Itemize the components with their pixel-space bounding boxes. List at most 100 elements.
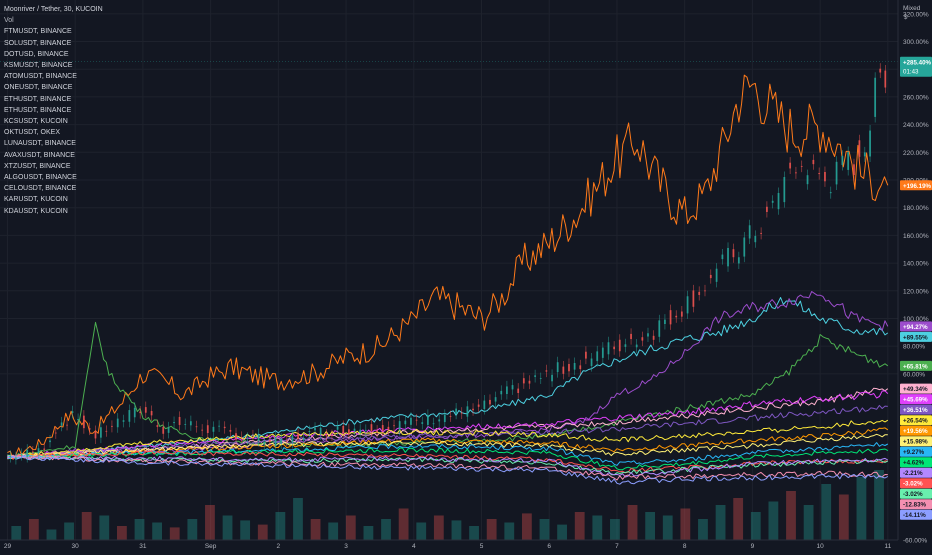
legend-symbol[interactable]: SOLUSDT, BINANCE [4,39,72,47]
candle-body [824,172,826,182]
volume-bar [504,522,515,540]
candle-body [71,411,74,413]
legend-symbol[interactable]: XTZUSDT, BINANCE [4,162,71,170]
candle-body [189,421,192,426]
x-tick-label: 10 [817,543,825,550]
candle-body [195,426,198,428]
series-last-value-label-background [900,478,932,489]
candle-body [415,419,418,421]
legend-symbol[interactable]: KDAUSDT, KUCOIN [4,207,68,215]
volume-bar [733,498,744,540]
candle-body [285,440,288,442]
candle-body [353,428,356,432]
candle-body [847,152,850,170]
comparison-series-line [7,404,888,459]
legend-symbol[interactable]: DOTUSD, BINANCE [4,50,69,58]
candle-body [133,407,136,418]
candle-body [641,337,644,341]
candle-body [590,358,593,367]
volume-bar [99,515,110,540]
candle-body [812,159,815,165]
candle-body [60,422,63,426]
candle-body [94,431,97,439]
volume-bar [152,522,163,540]
legend-symbol[interactable]: KARUSDT, KUCOIN [4,196,68,204]
candle-body [709,274,712,279]
candle-body [460,412,463,414]
candle-body [664,319,666,324]
candle-body [111,425,113,427]
legend-symbol[interactable]: ATOMUSDT, BINANCE [4,73,77,81]
candle-body [319,427,322,435]
candle-body [647,333,649,337]
candle-body [88,428,91,430]
candle-body [178,416,181,425]
dollar-sign-icon[interactable]: $ [904,15,908,21]
series-last-value-label: -2.21% [903,470,923,477]
x-tick-label: 9 [751,543,755,550]
volume-bar [187,519,198,540]
legend-symbol[interactable]: FTMUSDT, BINANCE [4,28,72,36]
candle-body [829,192,832,194]
legend-symbol[interactable]: ETHUSDT, BINANCE [4,106,72,114]
volume-bar [680,508,691,540]
candle-body [721,254,724,260]
comparison-series-line [7,447,889,471]
legend-symbol[interactable]: OKTUSDT, OKEX [4,129,61,137]
candle-body [218,425,220,427]
volume-bar [874,470,884,540]
volume-indicator-label[interactable]: Vol [4,17,14,25]
candle-body [201,429,204,431]
candle-body [381,425,384,431]
candle-body [675,315,678,318]
candle-body [162,426,165,434]
candle-body [545,370,548,372]
candle-body [122,420,125,422]
time-axis[interactable]: 29 30 31 Sep 2 3 4 5 6 7 8 9 10 11 [4,543,892,550]
volume-bar [698,519,708,540]
series-last-value-label-background [900,425,932,436]
candle-body [426,414,429,425]
candle-body [477,404,480,407]
candle-body [806,175,809,185]
candle-body [105,430,108,432]
series-last-value-label: +89.55% [903,334,928,341]
legend-symbol[interactable]: CELOUSDT, BINANCE [4,185,77,193]
volume-bar [715,505,726,540]
series-last-value-label: +45.69% [903,397,928,404]
volume-bar [803,505,814,540]
candle-body [517,388,520,394]
main-symbol-title[interactable]: Moonriver / Tether, 30, KUCOIN [4,6,103,13]
volume-bar [64,522,74,540]
candle-body [841,155,844,165]
volume-bar [275,512,286,540]
candle-body [630,333,632,340]
main-last-value-background [900,56,932,77]
candle-body [853,164,855,175]
candle-body [302,438,305,441]
candle-body [715,268,718,282]
candle-body [771,200,774,203]
scale-mode-label[interactable]: Mixed [903,5,921,12]
candle-body [314,427,316,431]
x-tick-label: 8 [683,543,687,550]
legend-symbol[interactable]: LUNAUSDT, BINANCE [4,140,76,148]
candle-body [184,424,187,425]
candle-body [404,420,407,425]
comparison-series-line [7,387,889,459]
y-tick-label: 180.00% [903,205,929,212]
x-tick-label: 4 [412,543,416,550]
legend-symbol[interactable]: AVAXUSDT, BINANCE [4,151,75,159]
comparison-series-line [7,390,889,460]
legend-symbol[interactable]: KCSUSDT, KUCOIN [4,118,68,126]
legend-symbol[interactable]: KSMUSDT, BINANCE [4,62,73,70]
y-tick-label: 220.00% [903,150,929,157]
volume-bar [838,494,849,540]
candle-body [835,161,838,185]
series-last-value-label-background [900,446,932,457]
legend-symbol[interactable]: ONEUSDT, BINANCE [4,84,73,92]
candle-body [342,425,345,434]
legend-symbol[interactable]: ETHUSDT, BINANCE [4,95,72,103]
legend-symbol[interactable]: ALGOUSDT, BINANCE [4,174,77,182]
